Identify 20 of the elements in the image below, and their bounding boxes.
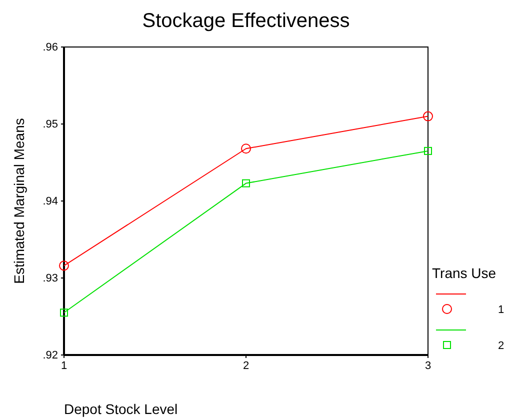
y-axis-title: Estimated Marginal Means <box>11 118 27 284</box>
point <box>242 179 250 188</box>
y-tick-label: .92 <box>42 350 58 362</box>
point <box>60 308 68 317</box>
point <box>241 144 251 154</box>
legend-title: Trans Use <box>432 265 496 281</box>
text: 2 <box>498 340 504 352</box>
y-tick-label: .96 <box>42 42 58 54</box>
chart-title: Stockage Effectiveness <box>142 10 350 32</box>
x-axis-title: Depot Stock Level <box>64 401 178 417</box>
point <box>59 260 69 271</box>
point <box>424 146 432 155</box>
point <box>423 111 433 122</box>
x-tick-label: 3 <box>424 360 432 372</box>
text: 1 <box>498 304 504 316</box>
x-tick-label: 1 <box>60 360 68 372</box>
y-tick-label: .93 <box>42 272 58 285</box>
x-tick-label: 2 <box>242 360 250 372</box>
y-tick-label: .94 <box>42 196 58 208</box>
y-tick-label: .95 <box>42 118 58 131</box>
